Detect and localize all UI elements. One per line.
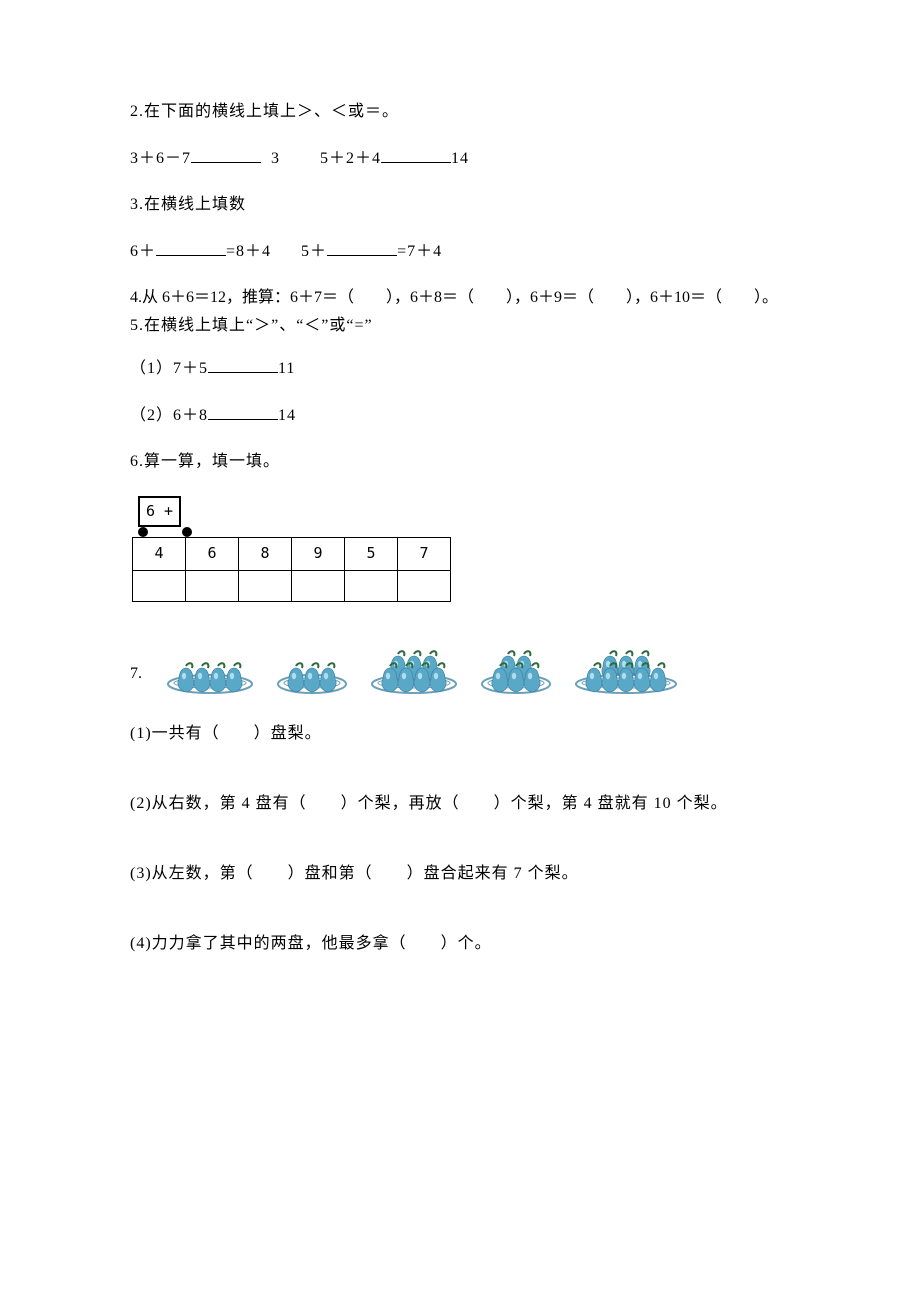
q2-expr1-left: 3＋6－7: [130, 150, 191, 167]
q6-h2: 8: [239, 537, 292, 570]
q3-expr2-left: 5＋: [301, 243, 327, 260]
q5-blank1[interactable]: [208, 356, 278, 373]
pear-plate-3: [370, 626, 458, 694]
q7-label: 7.: [130, 662, 142, 694]
question-2: 2.在下面的横线上填上＞、＜或＝。: [130, 100, 790, 124]
wheel-icon: [182, 527, 192, 537]
q5-2-left: （2）6＋8: [130, 407, 208, 424]
q6-header-row: 4 6 8 9 5 7: [133, 537, 451, 570]
q3-expr1-right: =8＋4: [226, 243, 271, 260]
q3-expr2-right: =7＋4: [397, 243, 442, 260]
question-6: 6.算一算，填一填。: [130, 450, 790, 474]
q6-prompt: 6.算一算，填一填。: [130, 450, 790, 474]
wheel-icon: [138, 527, 148, 537]
worksheet-page: 2.在下面的横线上填上＞、＜或＝。 3＋6－7 3 5＋2＋4 14 3.在横线上…: [0, 0, 920, 1036]
q7-sub1: (1)一共有（ ）盘梨。: [130, 722, 790, 746]
q6-h3: 9: [292, 537, 345, 570]
q6-ans3[interactable]: [292, 570, 345, 601]
q5-2-right: 14: [278, 407, 296, 424]
q2-expr2-left: 5＋2＋4: [320, 150, 381, 167]
q6-ans2[interactable]: [239, 570, 292, 601]
q5-1-left: （1）7＋5: [130, 360, 208, 377]
q2-expr1-right: 3: [271, 150, 280, 167]
q2-expr2-right: 14: [451, 150, 469, 167]
question-4: 4.从 6＋6＝12，推算：6＋7＝（ ），6＋8＝（ ），6＋9＝（ ），6＋…: [130, 286, 790, 310]
q5-line2: （2）6＋8 14: [130, 403, 790, 428]
q6-ans4[interactable]: [345, 570, 398, 601]
q5-blank2[interactable]: [208, 403, 278, 420]
q5-line1: （1）7＋5 11: [130, 356, 790, 381]
q2-expressions: 3＋6－7 3 5＋2＋4 14: [130, 146, 790, 171]
q6-wheels: [138, 527, 790, 537]
q3-expressions: 6＋ =8＋4 5＋ =7＋4: [130, 239, 790, 264]
q6-h1: 6: [186, 537, 239, 570]
q3-blank2[interactable]: [327, 239, 397, 256]
q2-blank1[interactable]: [191, 146, 261, 163]
question-7-figure: 7.: [130, 626, 790, 694]
q5-1-right: 11: [278, 360, 295, 377]
q6-ans5[interactable]: [398, 570, 451, 601]
pear-plate-5: [574, 626, 678, 694]
question-5: 5.在横线上填上“＞”、“＜”或“=”: [130, 314, 790, 338]
q6-h0: 4: [133, 537, 186, 570]
q6-figure: 6 + 4 6 8 9 5 7: [132, 496, 790, 602]
q6-ans0[interactable]: [133, 570, 186, 601]
pear-plate-4: [480, 626, 552, 694]
q6-h5: 7: [398, 537, 451, 570]
q2-prompt: 2.在下面的横线上填上＞、＜或＝。: [130, 100, 790, 124]
q6-answer-row: [133, 570, 451, 601]
question-3: 3.在横线上填数: [130, 193, 790, 217]
q4-text: 4.从 6＋6＝12，推算：6＋7＝（ ），6＋8＝（ ），6＋9＝（ ），6＋…: [130, 289, 778, 306]
q7-sub3: (3)从左数，第（ ）盘和第（ ）盘合起来有 7 个梨。: [130, 862, 790, 886]
q3-blank1[interactable]: [156, 239, 226, 256]
q7-sub4: (4)力力拿了其中的两盘，他最多拿（ ）个。: [130, 932, 790, 956]
q6-h4: 5: [345, 537, 398, 570]
q6-table: 4 6 8 9 5 7: [132, 537, 451, 602]
q2-blank2[interactable]: [381, 146, 451, 163]
q6-ans1[interactable]: [186, 570, 239, 601]
q6-cart-label: 6 +: [146, 502, 173, 520]
q3-expr1-left: 6＋: [130, 243, 156, 260]
q6-cart: 6 +: [138, 496, 181, 527]
q7-sub2: (2)从右数，第 4 盘有（ ）个梨，再放（ ）个梨，第 4 盘就有 10 个梨…: [130, 792, 790, 816]
pear-plate-2: [276, 642, 348, 694]
pear-plate-1: [166, 642, 254, 694]
q3-prompt: 3.在横线上填数: [130, 193, 790, 217]
q5-prompt: 5.在横线上填上“＞”、“＜”或“=”: [130, 314, 790, 338]
plates-container: [166, 626, 678, 694]
